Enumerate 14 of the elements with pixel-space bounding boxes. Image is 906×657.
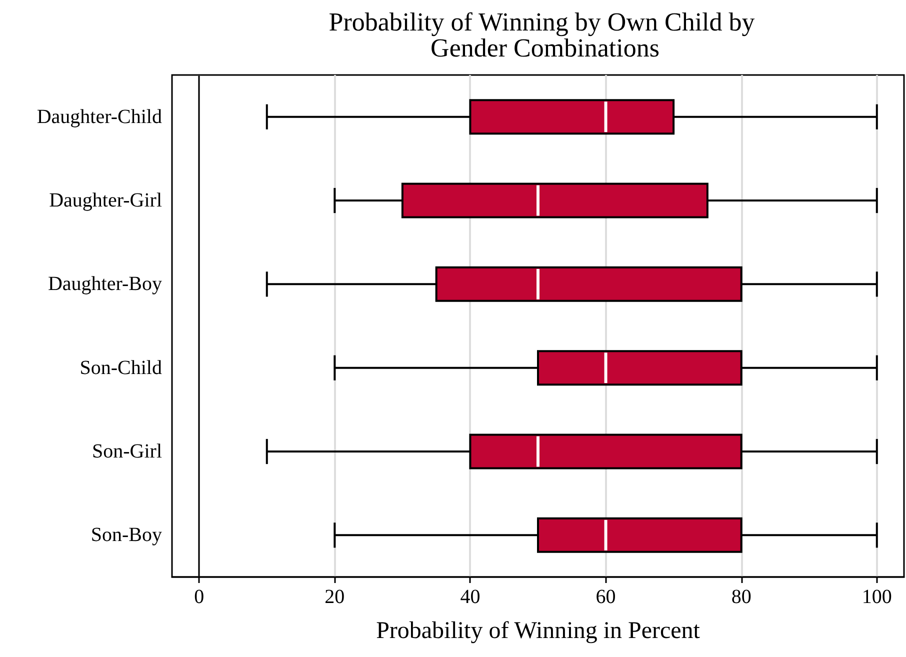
y-tick-label: Son-Child [80, 356, 162, 379]
x-tick-label: 20 [324, 586, 345, 608]
x-tick-label: 80 [731, 586, 752, 608]
x-tick-label: 100 [862, 586, 892, 608]
x-tick-label: 0 [194, 586, 204, 608]
chart-title: Probability of Winning by Own Child by Gender Combinations [328, 8, 762, 62]
y-tick-label: Son-Boy [90, 524, 162, 546]
x-tick-label: 60 [596, 586, 616, 608]
y-tick-label: Daughter-Child [36, 106, 162, 128]
x-axis-title: Probability of Winning in Percent [376, 618, 700, 644]
y-tick-label: Daughter-Boy [48, 273, 162, 296]
y-tick-label: Son-Girl [92, 440, 162, 462]
y-tick-label: Daughter-Girl [49, 190, 162, 212]
x-tick-label: 40 [460, 586, 480, 608]
